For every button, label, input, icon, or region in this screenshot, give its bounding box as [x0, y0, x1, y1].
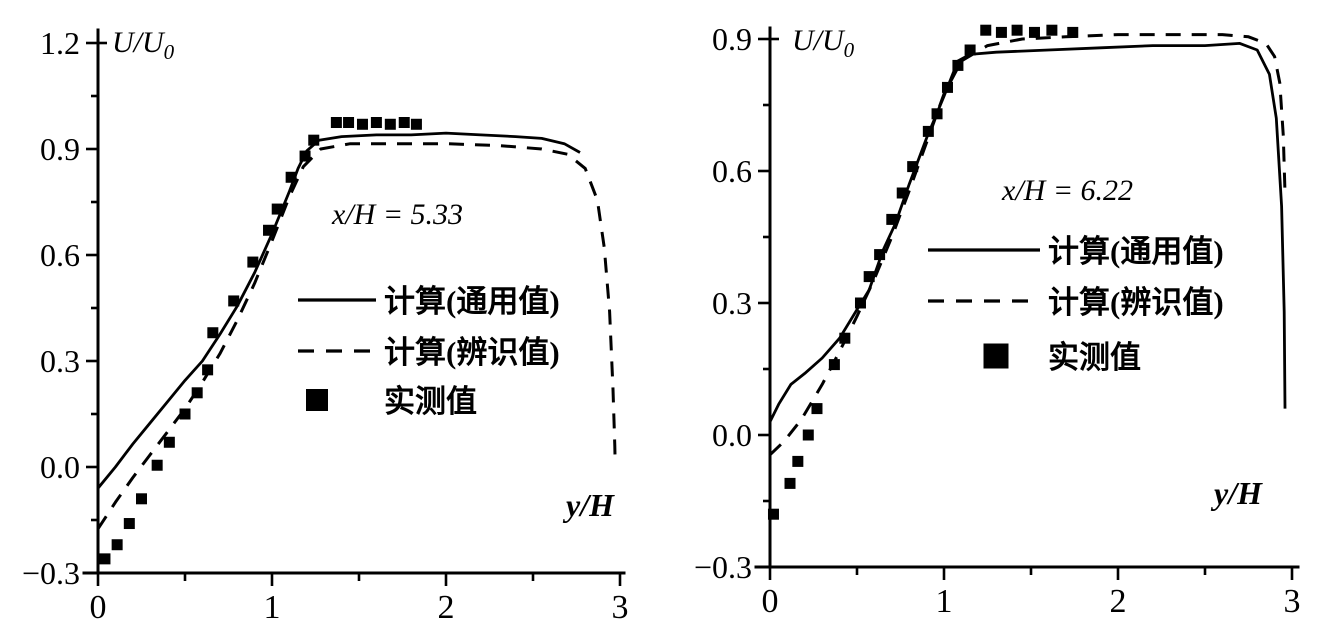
y-tick-label: 0.6: [712, 153, 752, 189]
y-axis-label: U/U0: [792, 24, 855, 62]
legend-item-dashed: 计算(辨识值): [928, 285, 1224, 320]
y-axis-label: U/U0: [112, 26, 175, 64]
x-tick-label: 1: [264, 589, 281, 626]
x-axis-label: y/H: [1210, 475, 1263, 511]
y-tick-label: 1.2: [40, 25, 80, 61]
legend: 计算(通用值) 计算(辨识值) 实测值: [298, 284, 560, 419]
y-tick-label: 0.3: [712, 285, 752, 321]
legend-item-scatter: 实测值: [306, 384, 477, 419]
y-tick-label: 0.0: [712, 417, 752, 453]
profile-location-annotation: x/H = 5.33: [331, 198, 463, 231]
x-tick-label: 2: [438, 589, 455, 626]
y-tick-label: 0.3: [40, 343, 80, 379]
legend-label: 计算(通用值): [384, 284, 560, 319]
y-tick-label: 0.6: [40, 237, 80, 273]
series-general-line: [96, 131, 581, 490]
axes: [754, 26, 1300, 569]
legend-item-dashed: 计算(辨识值): [298, 335, 560, 370]
tick-marks: [758, 37, 1294, 580]
y-tick-label: 0.0: [40, 449, 80, 485]
legend-square-marker: [983, 343, 1009, 369]
y-tick-label: −0.3: [694, 549, 752, 585]
legend-item-scatter: 实测值: [983, 340, 1141, 375]
x-tick-label: 3: [612, 589, 629, 626]
chart-panel-right: −0.3 0.0 0.3 0.6 0.9 0 1 2 3 U/U0 y/H x/H = 6.22 计算(…: [694, 21, 1301, 620]
legend-label: 计算(通用值): [1048, 234, 1224, 269]
series-measured-points: [99, 117, 422, 565]
legend-label: 实测值: [1048, 340, 1141, 375]
profile-location-annotation: x/H = 6.22: [1001, 174, 1133, 207]
legend-label: 实测值: [384, 384, 477, 419]
series-measured-points: [767, 24, 1079, 520]
legend-label: 计算(辨识值): [1048, 285, 1224, 320]
x-tick-label: 1: [936, 583, 953, 620]
tick-marks: [86, 41, 622, 586]
chart-panel-left: −0.3 0.0 0.3 0.6 0.9 1.2 0 1 2 3 U/U0 y/H x/H = 5.33…: [22, 25, 629, 626]
series-general-line: [768, 42, 1287, 423]
x-tick-label: 2: [1110, 583, 1127, 620]
legend: 计算(通用值) 计算(辨识值) 实测值: [928, 234, 1224, 375]
legend-item-solid: 计算(通用值): [298, 284, 560, 319]
x-axis-label: y/H: [562, 487, 615, 523]
y-tick-label: 0.9: [40, 131, 80, 167]
x-tick-label: 3: [1284, 583, 1301, 620]
y-tick-label: −0.3: [22, 555, 80, 591]
y-tick-label: 0.9: [712, 21, 752, 57]
legend-square-marker: [306, 389, 328, 411]
legend-item-solid: 计算(通用值): [928, 234, 1224, 269]
x-tick-label: 0: [762, 583, 779, 620]
legend-label: 计算(辨识值): [384, 335, 560, 370]
x-tick-label: 0: [90, 589, 107, 626]
series-identified-line: [96, 142, 617, 530]
